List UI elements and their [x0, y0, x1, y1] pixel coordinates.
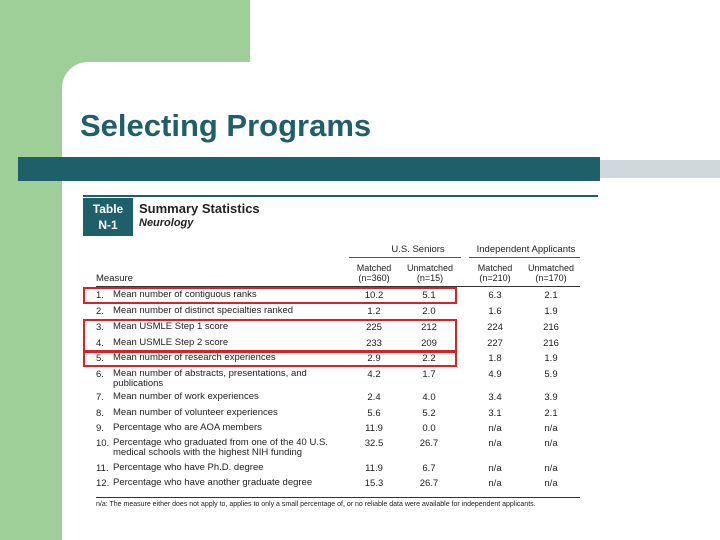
table-badge-line1: Table — [92, 202, 124, 216]
row-value: 227 — [487, 338, 503, 349]
row-value: n/a — [544, 478, 558, 489]
col-header-2: Unmatched (n=15) — [406, 263, 454, 283]
row-value: 5.2 — [422, 408, 436, 419]
row-value: n/a — [544, 423, 558, 434]
row-number: 4. — [96, 338, 104, 349]
row-value: 1.2 — [367, 306, 381, 317]
group-header-independent: Independent Applicants — [476, 244, 576, 255]
row-value: 5.9 — [544, 369, 558, 380]
row-number: 5. — [96, 353, 104, 364]
col-header-4: Unmatched (n=170) — [527, 263, 575, 283]
row-label: Percentage who have another graduate deg… — [113, 477, 313, 488]
row-value: n/a — [544, 463, 558, 474]
row-value: 209 — [421, 338, 437, 349]
row-number: 1. — [96, 290, 104, 301]
row-label: Percentage who graduated from one of the… — [113, 437, 328, 458]
row-label: Mean number of volunteer experiences — [113, 407, 278, 418]
row-value: 1.9 — [544, 306, 558, 317]
row-value: 233 — [366, 338, 382, 349]
row-value: 2.1 — [544, 290, 558, 301]
group-rule-independent — [469, 257, 580, 258]
table-title: Summary Statistics — [139, 201, 260, 216]
row-number: 7. — [96, 392, 104, 403]
row-label: Mean USMLE Step 2 score — [113, 337, 229, 348]
row-number: 6. — [96, 369, 104, 380]
table-footnote: n/a: The measure either does not apply t… — [96, 501, 536, 508]
row-value: n/a — [488, 438, 502, 449]
table-badge-line2: N-1 — [98, 218, 118, 232]
slide-title: Selecting Programs — [80, 108, 372, 143]
row-label: Mean number of distinct specialties rank… — [113, 305, 294, 316]
title-divider-bar — [18, 157, 600, 181]
row-number: 9. — [96, 423, 104, 434]
row-value: 6.3 — [488, 290, 502, 301]
row-value: 4.9 — [488, 369, 502, 380]
footer-rule — [96, 497, 580, 498]
group-header-seniors: U.S. Seniors — [391, 244, 445, 255]
row-label: Percentage who have Ph.D. degree — [113, 462, 264, 473]
row-value: 15.3 — [364, 478, 384, 489]
row-value: n/a — [544, 438, 558, 449]
row-label: Mean number of abstracts, presentations,… — [113, 368, 307, 389]
title-divider-cap — [18, 157, 42, 181]
row-value: 1.6 — [488, 306, 502, 317]
slide-card — [62, 62, 720, 540]
row-value: 1.8 — [488, 353, 502, 364]
row-number: 3. — [96, 322, 104, 333]
table-top-rule — [83, 195, 598, 197]
table-subtitle: Neurology — [139, 217, 194, 229]
row-value: 1.9 — [544, 353, 558, 364]
row-label: Mean number of work experiences — [113, 391, 259, 402]
highlight-rows-3-4 — [83, 319, 457, 352]
row-value: n/a — [488, 478, 502, 489]
row-value: 32.5 — [364, 438, 384, 449]
title-divider-tail — [600, 160, 720, 178]
measure-header: Measure — [96, 273, 133, 284]
row-value: 212 — [421, 322, 437, 333]
row-value: 5.6 — [367, 408, 381, 419]
row-value: 2.2 — [422, 353, 436, 364]
table-badge: Table N-1 — [83, 198, 133, 236]
highlight-row-1 — [83, 287, 457, 304]
row-value: 216 — [543, 338, 559, 349]
row-value: 2.4 — [367, 392, 381, 403]
row-number: 12. — [96, 478, 110, 489]
row-value: 2.1 — [544, 408, 558, 419]
row-value: 2.9 — [367, 353, 381, 364]
group-rule-seniors — [349, 257, 461, 258]
header-rule — [96, 286, 580, 287]
row-value: 3.9 — [544, 392, 558, 403]
row-label: Mean number of research experiences — [113, 352, 276, 363]
row-value: 11.9 — [365, 423, 383, 434]
row-value: 4.0 — [422, 392, 436, 403]
row-number: 2. — [96, 306, 104, 317]
row-value: 26.7 — [419, 478, 439, 489]
row-value: 11.9 — [365, 463, 383, 474]
col-header-1: Matched (n=360) — [356, 263, 392, 283]
row-number: 8. — [96, 408, 104, 419]
highlight-row-5 — [83, 351, 457, 367]
row-number: 10. — [96, 438, 110, 449]
col-header-3: Matched (n=210) — [477, 263, 513, 283]
row-value: 216 — [543, 322, 559, 333]
row-label: Mean number of contiguous ranks — [113, 289, 257, 300]
row-value: n/a — [488, 463, 502, 474]
row-value: n/a — [488, 423, 502, 434]
table-image: Table N-1 Summary Statistics Neurology U… — [83, 195, 598, 515]
row-label: Mean USMLE Step 1 score — [113, 321, 229, 332]
row-value: 0.0 — [422, 423, 436, 434]
row-value: 225 — [366, 322, 382, 333]
row-value: 3.1 — [488, 408, 502, 419]
row-value: 224 — [487, 322, 503, 333]
row-value: 6.7 — [422, 463, 436, 474]
row-value: 3.4 — [488, 392, 502, 403]
row-value: 10.2 — [364, 290, 384, 301]
row-value: 4.2 — [367, 369, 381, 380]
row-value: 5.1 — [422, 290, 436, 301]
row-value: 26.7 — [419, 438, 439, 449]
row-value: 1.7 — [422, 369, 436, 380]
row-value: 2.0 — [422, 306, 436, 317]
row-number: 11. — [96, 463, 109, 474]
row-label: Percentage who are AOA members — [113, 422, 262, 433]
